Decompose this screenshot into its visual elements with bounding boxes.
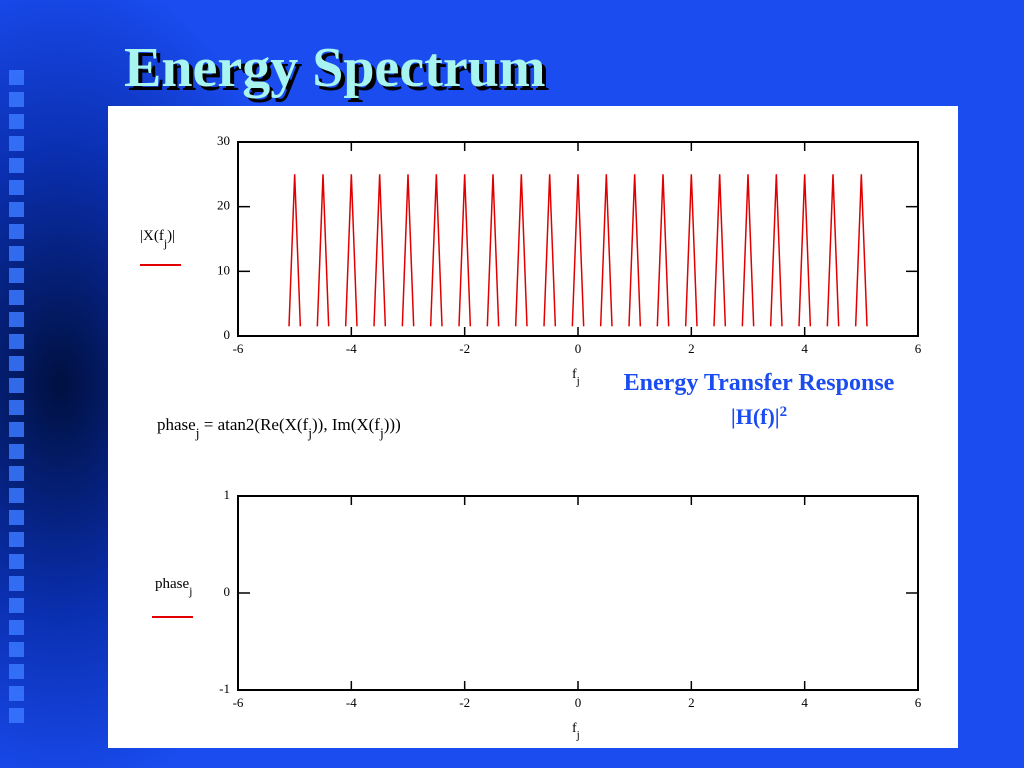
formula: phasej = atan2(Re(X(fj)), Im(X(fj))) [157, 415, 401, 441]
x-tick-label: 4 [801, 341, 808, 356]
square [9, 158, 24, 173]
x-tick-label: -4 [346, 695, 357, 710]
annotation: |H(f)|2 [731, 404, 787, 429]
y-tick-label: 1 [224, 487, 231, 502]
square [9, 510, 24, 525]
series-line [288, 174, 868, 327]
square [9, 312, 24, 327]
square [9, 356, 24, 371]
square [9, 268, 24, 283]
y-axis-label: |X(fj)| [140, 228, 175, 250]
square [9, 686, 24, 701]
square [9, 642, 24, 657]
square [9, 136, 24, 151]
square [9, 598, 24, 613]
text-part: )| [167, 228, 175, 244]
subscript: j [163, 236, 167, 250]
x-tick-label: 0 [575, 341, 582, 356]
square [9, 246, 24, 261]
square [9, 576, 24, 591]
x-tick-label: 2 [688, 341, 695, 356]
square [9, 664, 24, 679]
x-tick-label: -6 [233, 695, 244, 710]
x-tick-label: 0 [575, 695, 582, 710]
subscript: j [576, 375, 580, 387]
square [9, 224, 24, 239]
x-tick-label: -4 [346, 341, 357, 356]
square [9, 70, 24, 85]
y-tick-label: -1 [219, 681, 230, 696]
text-part: ))) [384, 415, 401, 434]
y-tick-label: 0 [224, 327, 231, 342]
square [9, 466, 24, 481]
y-tick-label: 30 [217, 133, 230, 148]
square [9, 620, 24, 635]
subscript: j [195, 426, 200, 441]
x-tick-label: 6 [915, 695, 922, 710]
x-tick-label: -6 [233, 341, 244, 356]
subscript: j [307, 426, 312, 441]
square [9, 180, 24, 195]
x-axis-label: fj [572, 721, 580, 741]
y-tick-label: 10 [217, 262, 230, 277]
x-tick-label: 2 [688, 695, 695, 710]
text-part: phase [155, 576, 189, 592]
text-part: )), Im(X(f [312, 415, 380, 434]
x-tick-label: 6 [915, 341, 922, 356]
x-tick-label: 4 [801, 695, 808, 710]
square [9, 92, 24, 107]
square [9, 334, 24, 349]
subscript: j [576, 729, 580, 741]
title-shadow: Energy Spectrum [128, 41, 550, 103]
square [9, 378, 24, 393]
decoration [9, 70, 24, 723]
square [9, 532, 24, 547]
x-tick-label: -2 [459, 341, 470, 356]
y-tick-label: 0 [224, 584, 231, 599]
text-part: = atan2(Re(X(f [200, 415, 309, 434]
panel [108, 106, 958, 748]
annotation: Energy Transfer Response [624, 370, 895, 396]
square [9, 290, 24, 305]
slide-title: Energy Spectrum [124, 37, 546, 99]
subscript: j [379, 426, 384, 441]
square [9, 554, 24, 569]
subscript: j [188, 584, 192, 598]
text-part: f [572, 367, 577, 382]
annotation-sup: 2 [780, 404, 788, 420]
square [9, 422, 24, 437]
x-tick-label: -2 [459, 695, 470, 710]
y-axis-label: phasej [155, 576, 193, 598]
square [9, 202, 24, 217]
annotation-text: |H(f)| [731, 404, 780, 429]
x-axis-label: fj [572, 367, 580, 387]
text-part: |X(f [140, 228, 164, 244]
square [9, 400, 24, 415]
square [9, 708, 24, 723]
square [9, 444, 24, 459]
text-part: phase [157, 415, 196, 434]
y-tick-label: 20 [217, 198, 230, 213]
square [9, 114, 24, 129]
text-part: f [572, 721, 577, 736]
square [9, 488, 24, 503]
